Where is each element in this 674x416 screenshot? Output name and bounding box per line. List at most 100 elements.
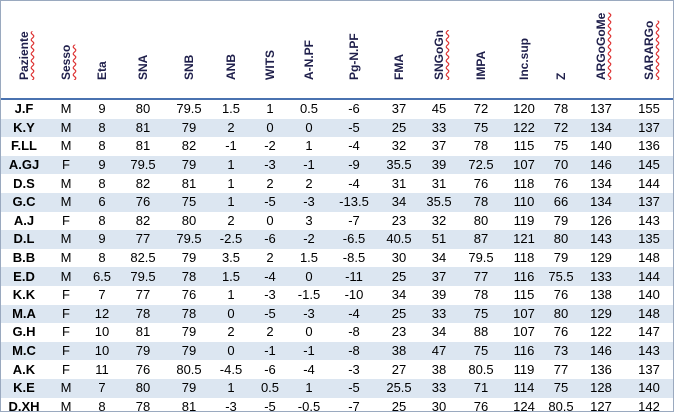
table-cell[interactable]: 8 [85,212,119,231]
table-cell[interactable]: 1 [251,99,289,119]
table-cell[interactable]: 9 [85,99,119,119]
table-cell[interactable]: 80 [167,212,211,231]
table-cell[interactable]: 77 [459,267,503,286]
table-cell[interactable]: 144 [625,267,673,286]
table-cell[interactable]: 38 [379,342,419,361]
table-cell[interactable]: 122 [503,119,545,138]
table-cell[interactable]: 27 [379,360,419,379]
table-cell[interactable]: -11 [329,267,379,286]
table-cell[interactable]: 39 [419,156,459,175]
table-cell[interactable]: -6 [251,360,289,379]
table-cell[interactable]: 8 [85,398,119,416]
table-cell[interactable]: 155 [625,99,673,119]
table-cell[interactable]: 79.5 [119,156,167,175]
column-header-a-n-pf[interactable]: A-N.PF [289,1,329,99]
table-cell[interactable]: 1 [289,379,329,398]
table-cell[interactable]: 81 [119,119,167,138]
table-cell[interactable]: 25 [379,398,419,416]
table-cell[interactable]: 78 [459,286,503,305]
table-cell[interactable]: 129 [577,305,625,324]
table-cell[interactable]: 81 [167,398,211,416]
column-header-eta[interactable]: Eta [85,1,119,99]
table-cell[interactable]: 23 [379,323,419,342]
table-cell[interactable]: 31 [419,174,459,193]
table-cell[interactable]: 25 [379,119,419,138]
table-cell[interactable]: F [47,212,85,231]
table-cell[interactable]: -1 [211,137,251,156]
table-cell[interactable]: 82 [119,212,167,231]
table-cell[interactable]: 148 [625,305,673,324]
table-cell[interactable]: 0 [251,212,289,231]
table-cell[interactable]: 79.5 [167,230,211,249]
table-cell[interactable]: 75.5 [545,267,577,286]
table-cell[interactable]: 34 [379,286,419,305]
table-cell[interactable]: 142 [625,398,673,416]
table-cell[interactable]: 137 [625,360,673,379]
table-cell[interactable]: -6 [329,99,379,119]
table-cell[interactable]: 30 [379,249,419,268]
table-cell[interactable]: 133 [577,267,625,286]
table-cell[interactable]: 45 [419,99,459,119]
table-cell[interactable]: 10 [85,342,119,361]
table-cell[interactable]: 47 [419,342,459,361]
table-cell[interactable]: 148 [625,249,673,268]
table-cell[interactable]: 135 [625,230,673,249]
table-cell[interactable]: 75 [459,342,503,361]
table-cell[interactable]: -0.5 [289,398,329,416]
table-cell[interactable]: 73 [545,342,577,361]
table-cell[interactable]: 0 [289,323,329,342]
table-cell[interactable]: -5 [329,379,379,398]
table-cell[interactable]: 79.5 [167,99,211,119]
table-cell[interactable]: 80.5 [459,360,503,379]
table-cell[interactable]: 25 [379,305,419,324]
table-cell[interactable]: -3 [251,156,289,175]
table-cell[interactable]: 119 [503,212,545,231]
table-cell[interactable]: -5 [251,398,289,416]
table-cell[interactable]: 81 [119,323,167,342]
table-cell[interactable]: 1 [211,286,251,305]
table-cell[interactable]: 1.5 [289,249,329,268]
table-cell[interactable]: 75 [545,137,577,156]
table-cell[interactable]: D.XH [1,398,47,416]
table-cell[interactable]: G.C [1,193,47,212]
table-cell[interactable]: 30 [419,398,459,416]
table-cell[interactable]: 114 [503,379,545,398]
table-cell[interactable]: A.J [1,212,47,231]
column-header-argogome[interactable]: ARGoGoMe [577,1,625,99]
table-cell[interactable]: 9 [85,230,119,249]
table-cell[interactable]: -4 [329,305,379,324]
table-cell[interactable]: 3 [289,212,329,231]
table-cell[interactable]: 23 [379,212,419,231]
table-cell[interactable]: M [47,379,85,398]
column-header-anb[interactable]: ANB [211,1,251,99]
table-cell[interactable]: 80.5 [545,398,577,416]
table-cell[interactable]: 144 [625,174,673,193]
table-cell[interactable]: 78 [459,193,503,212]
table-cell[interactable]: 25 [379,267,419,286]
table-cell[interactable]: -2.5 [211,230,251,249]
table-cell[interactable]: 33 [419,305,459,324]
table-cell[interactable]: -3 [329,360,379,379]
table-cell[interactable]: 80 [459,212,503,231]
column-header-impa[interactable]: IMPA [459,1,503,99]
table-cell[interactable]: 76 [459,174,503,193]
table-cell[interactable]: -6 [251,230,289,249]
table-cell[interactable]: -1 [251,342,289,361]
table-cell[interactable]: 129 [577,249,625,268]
table-cell[interactable]: 137 [625,119,673,138]
table-cell[interactable]: 79 [167,342,211,361]
table-cell[interactable]: -4 [251,267,289,286]
table-cell[interactable]: -3 [211,398,251,416]
table-cell[interactable]: 88 [459,323,503,342]
column-header-sesso[interactable]: Sesso [47,1,85,99]
table-cell[interactable]: M [47,99,85,119]
table-cell[interactable]: M [47,174,85,193]
table-cell[interactable]: 38 [419,360,459,379]
table-cell[interactable]: F [47,323,85,342]
table-cell[interactable]: M [47,119,85,138]
column-header-z[interactable]: Z [545,1,577,99]
column-header-wits[interactable]: WITS [251,1,289,99]
table-cell[interactable]: 80 [119,99,167,119]
table-cell[interactable]: 77 [545,360,577,379]
table-cell[interactable]: -9 [329,156,379,175]
